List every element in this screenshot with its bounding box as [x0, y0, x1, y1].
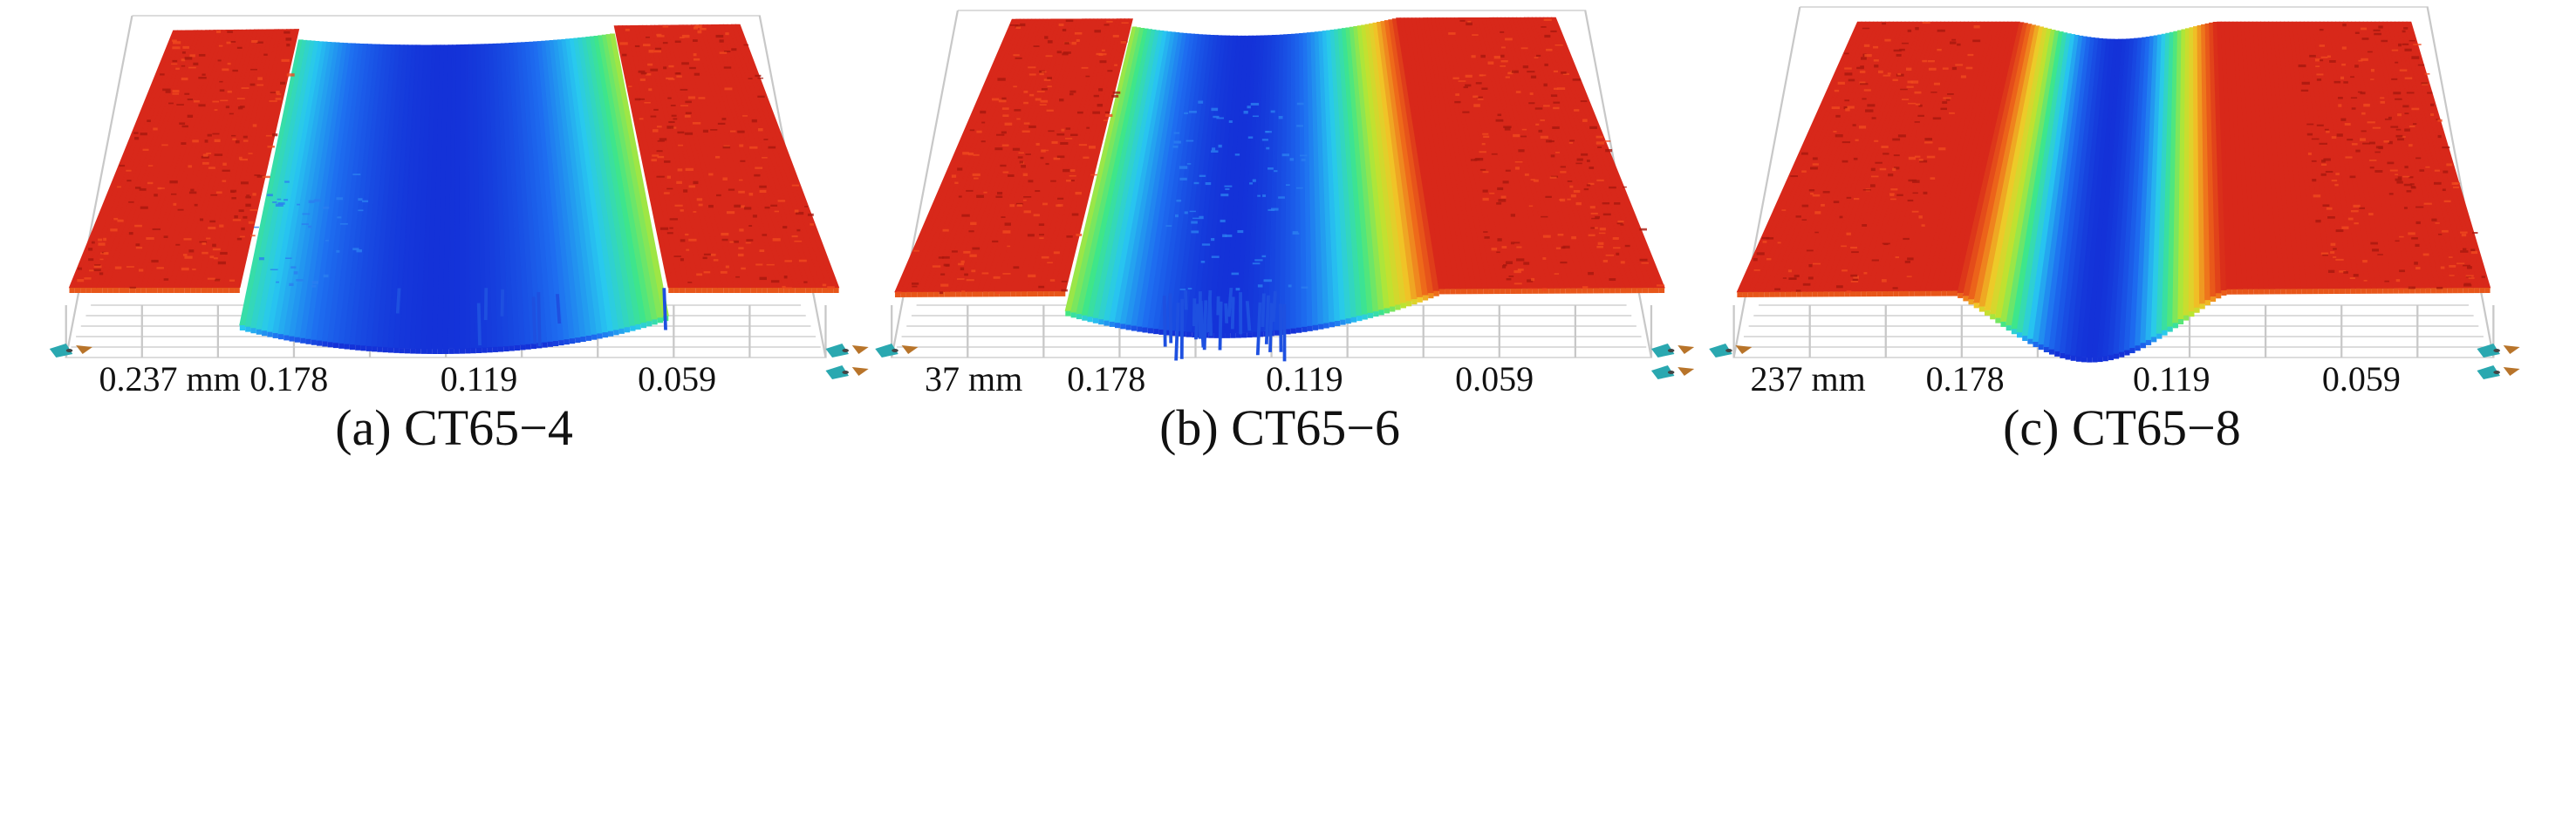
- tick-label-1: 0.178: [1067, 359, 1145, 398]
- panel-caption: (c) CT65−8: [2003, 399, 2241, 456]
- orientation-gizmo-icon: [825, 365, 869, 379]
- surface-texture: [896, 18, 1665, 295]
- panel-a: 0.237 mm 0.178 0.119 0.059 (a) CT65−4: [49, 15, 869, 456]
- orientation-gizmo-icon: [1709, 344, 1753, 358]
- tick-label-0: 237 mm: [1751, 359, 1866, 398]
- surface-map: [68, 24, 840, 354]
- axis-ticks: 37 mm 0.178 0.119 0.059: [925, 359, 1534, 398]
- orientation-gizmo-icon: [2477, 344, 2520, 358]
- surface-map: [1736, 21, 2491, 363]
- surface-map: [894, 17, 1665, 338]
- orientation-gizmo-icon: [2477, 365, 2520, 379]
- surface-spikes: [395, 288, 667, 347]
- tick-label-1: 0.178: [1926, 359, 2005, 398]
- panel-b: 37 mm 0.178 0.119 0.059 (b) CT65−6: [875, 10, 1695, 456]
- tick-label-2: 0.119: [441, 359, 517, 398]
- axis-ticks: 0.237 mm 0.178 0.119 0.059: [99, 359, 717, 398]
- axis-ticks: 237 mm 0.178 0.119 0.059: [1751, 359, 2401, 398]
- tick-label-2: 0.119: [2133, 359, 2210, 398]
- panel-caption: (a) CT65−4: [335, 399, 573, 456]
- tick-label-1: 0.178: [249, 359, 328, 398]
- orientation-gizmo-icon: [825, 344, 869, 358]
- tick-label-2: 0.119: [1266, 359, 1343, 398]
- tick-label-0: 37 mm: [925, 359, 1022, 398]
- panel-c: 237 mm 0.178 0.119 0.059 (c) CT65−8: [1709, 6, 2520, 456]
- orientation-gizmo-icon: [1650, 365, 1695, 379]
- tick-label-0: 0.237 mm: [99, 359, 241, 398]
- surface-texture: [77, 24, 835, 289]
- tick-label-3: 0.059: [2322, 359, 2401, 398]
- tick-label-3: 0.059: [1455, 359, 1534, 398]
- surface-texture: [1753, 22, 2485, 294]
- orientation-gizmo-icon: [1650, 344, 1695, 358]
- panel-caption: (b) CT65−6: [1159, 399, 1400, 456]
- surface-spikes: [1162, 288, 1287, 362]
- tick-label-3: 0.059: [638, 359, 716, 398]
- orientation-gizmo-icon: [875, 344, 919, 358]
- orientation-gizmo-icon: [49, 344, 93, 358]
